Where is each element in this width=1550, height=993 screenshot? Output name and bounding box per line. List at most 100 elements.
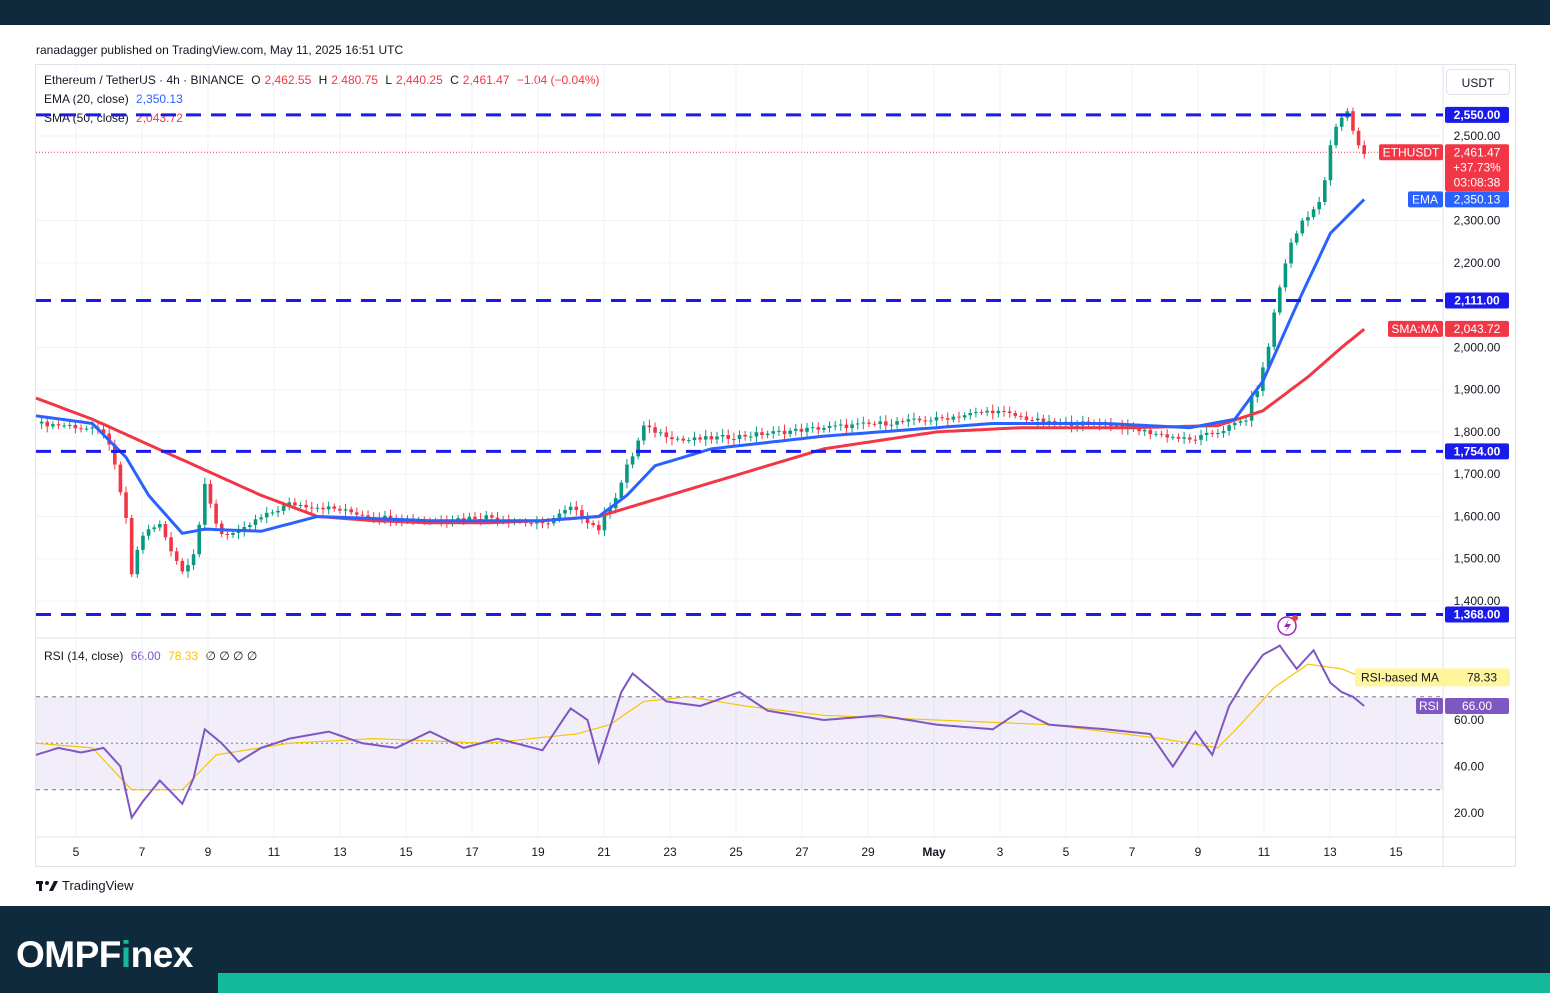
brand-logo: OMPFinex	[16, 934, 193, 975]
candle	[923, 420, 928, 422]
rsi-ma-legend-value: 78.33	[168, 649, 199, 663]
candle	[231, 532, 235, 535]
candle	[580, 510, 584, 519]
candle	[529, 523, 534, 525]
candle	[540, 521, 545, 524]
rsi-band	[36, 696, 1443, 790]
candle	[855, 423, 860, 425]
candle	[1075, 425, 1079, 427]
candle	[1187, 437, 1192, 440]
currency-selector[interactable]: USDT	[1446, 69, 1510, 95]
candle	[1232, 422, 1237, 426]
candle	[833, 425, 837, 427]
candle	[1289, 242, 1293, 264]
candle	[957, 416, 961, 418]
candle	[698, 437, 702, 440]
price-tick-label: 1,900.00	[1454, 383, 1501, 397]
bottom-accent-strip	[218, 973, 1550, 993]
candles-group	[39, 107, 1367, 578]
price-tick-label: 1,500.00	[1454, 552, 1501, 566]
candle	[1216, 433, 1220, 435]
candle	[163, 524, 168, 538]
ema-legend[interactable]: EMA (20, close) 2,350.13	[44, 92, 187, 106]
rsi-ma-tag-label: RSI-based MA	[1361, 670, 1439, 684]
candle	[929, 420, 933, 422]
candle	[1176, 436, 1181, 439]
candle	[653, 427, 657, 433]
candle	[236, 530, 241, 533]
candle	[568, 506, 573, 510]
chart-frame	[35, 64, 1516, 867]
candle	[985, 410, 989, 413]
candle	[1351, 111, 1355, 131]
candle	[591, 522, 595, 525]
rsi-extra: ∅ ∅ ∅ ∅	[205, 649, 258, 663]
rsi-tick-label: 20.00	[1454, 806, 1484, 820]
price-tick-label: 2,200.00	[1454, 256, 1501, 270]
candle	[788, 430, 792, 435]
notification-dot	[1292, 615, 1298, 621]
candle	[1255, 390, 1260, 398]
candle	[557, 513, 562, 518]
candle	[73, 424, 78, 429]
candle	[191, 554, 196, 566]
candle	[1323, 180, 1327, 202]
candle	[141, 535, 145, 550]
candle	[636, 440, 640, 457]
candle	[298, 504, 303, 506]
time-tick-label: 13	[333, 845, 347, 859]
candle	[917, 418, 922, 421]
candle	[158, 524, 162, 528]
sma-tag: SMA:MA	[1391, 322, 1438, 336]
candle	[625, 464, 629, 483]
time-tick-label: 15	[1389, 845, 1403, 859]
candle	[1339, 117, 1344, 127]
time-tick-label: 23	[663, 845, 677, 859]
publisher-line: ranadagger published on TradingView.com,…	[36, 43, 404, 57]
candle	[1362, 145, 1367, 155]
candle	[1007, 411, 1012, 414]
candle	[799, 428, 804, 432]
candle	[67, 424, 72, 426]
last-price-value: 2,461.47	[1454, 145, 1501, 159]
candle	[900, 421, 905, 423]
candle	[1249, 397, 1254, 421]
candle	[169, 537, 173, 552]
candle	[608, 508, 612, 514]
sma-tag-bg	[1388, 320, 1443, 337]
rsi-legend[interactable]: RSI (14, close) 66.00 78.33 ∅ ∅ ∅ ∅	[44, 649, 261, 663]
tradingview-footer[interactable]: TradingView	[36, 878, 134, 893]
candle	[1114, 425, 1119, 427]
candle	[681, 438, 686, 441]
candle	[1306, 217, 1310, 221]
candle	[1013, 413, 1018, 416]
candle	[293, 502, 297, 506]
rsi-line	[35, 644, 1365, 821]
rsi-ma-tag-value: 78.33	[1467, 670, 1497, 684]
candle	[1334, 126, 1338, 146]
rsi-ma-tag-bg	[1355, 668, 1510, 687]
candle	[642, 425, 646, 441]
candle	[129, 517, 134, 575]
candle	[366, 515, 370, 518]
price-chart[interactable]: 2,550.00 2,111.00 1,754.00 1,368.00 2,500.00…	[0, 0, 1550, 906]
candle	[1300, 220, 1305, 234]
candle	[383, 515, 387, 519]
candle	[979, 412, 984, 414]
candle	[692, 437, 697, 441]
time-tick-label: 17	[465, 845, 479, 859]
symbol-tag-bg	[1379, 144, 1443, 161]
level-label: 1,368.00	[1454, 608, 1501, 622]
candle	[56, 424, 61, 426]
rsi-ma-line	[35, 663, 1365, 791]
candle	[1035, 418, 1040, 421]
candle	[630, 456, 635, 465]
candle	[1142, 429, 1147, 432]
candle	[321, 507, 325, 510]
candle	[754, 432, 759, 437]
candle	[889, 424, 894, 426]
candle	[270, 512, 275, 514]
candle	[1221, 430, 1226, 434]
level-label-bg	[1445, 606, 1509, 623]
candle	[349, 509, 353, 513]
